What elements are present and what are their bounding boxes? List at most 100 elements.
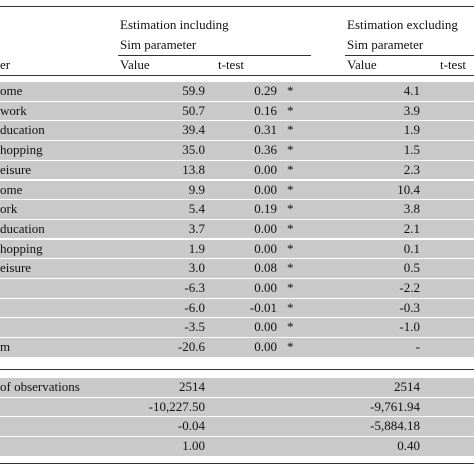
cell-ttest: 0.36: [254, 142, 277, 158]
cell-value: 4.1: [403, 83, 420, 98]
row-label: eisure: [0, 260, 32, 276]
row-background: [0, 239, 474, 259]
cell-star: *: [287, 102, 294, 118]
cell-value: 1.9: [188, 240, 205, 256]
row-background: [0, 121, 474, 140]
row-background: [0, 200, 474, 219]
rule: [0, 369, 474, 370]
cell-star: *: [287, 142, 294, 158]
cell-value: -20.6: [177, 339, 205, 355]
cell-star: *: [287, 339, 294, 355]
cell-star: *: [287, 280, 294, 295]
cell-value: 2514: [179, 379, 205, 394]
row-background: [0, 378, 474, 397]
cell-star: *: [287, 220, 294, 236]
row-label: ome: [0, 181, 23, 197]
cell-star: *: [287, 161, 294, 177]
row-background: [0, 82, 474, 101]
cell-value: 39.4: [182, 122, 205, 138]
cell-value: -: [415, 339, 420, 355]
row-label: eisure: [0, 161, 32, 177]
column-header: Value: [347, 57, 377, 72]
row-label: work: [0, 102, 27, 118]
row-label: ork: [0, 201, 18, 217]
column-header: t-test: [440, 57, 466, 72]
cell-value: -9,761.94: [370, 398, 420, 414]
cell-ttest: 0.31: [254, 122, 277, 138]
cell-ttest: 0.29: [254, 83, 277, 98]
row-background: [0, 397, 474, 417]
row-label: ome: [0, 83, 23, 98]
cell-ttest: 0.00: [254, 240, 277, 256]
cell-star: *: [287, 201, 294, 217]
row-background: [0, 141, 474, 160]
rule: [345, 55, 474, 56]
cell-value: 0.40: [397, 438, 420, 454]
rule: [0, 463, 474, 464]
column-header: er: [0, 57, 11, 72]
cell-value: -5,884.18: [370, 418, 420, 434]
row-label: ducation: [0, 122, 45, 138]
cell-value: -6.3: [184, 280, 205, 295]
cell-ttest: 0.00: [254, 220, 277, 236]
cell-ttest: 0.00: [254, 280, 277, 295]
group-subheader: Sim parameter: [120, 37, 197, 52]
cell-value: 3.7: [188, 220, 205, 236]
rule: [0, 6, 474, 7]
row-label: of observations: [0, 379, 80, 394]
cell-star: *: [287, 83, 294, 98]
group-subheader: Sim parameter: [347, 37, 424, 52]
cell-star: *: [287, 299, 294, 315]
cell-ttest: 0.16: [254, 102, 277, 118]
row-label: hopping: [0, 142, 43, 158]
cell-value: 5.4: [188, 201, 205, 217]
cell-value: 59.9: [182, 83, 205, 98]
cell-value: 1.5: [403, 142, 420, 158]
group-header: Estimation excluding: [347, 17, 458, 32]
cell-value: -10,227.50: [148, 398, 205, 414]
row-label: m: [0, 339, 11, 355]
cell-value: 1.00: [182, 438, 205, 454]
cell-value: 50.7: [182, 102, 205, 118]
row-label: ducation: [0, 220, 45, 236]
column-header: Value: [120, 57, 150, 72]
cell-value: -0.3: [399, 299, 420, 315]
row-background: [0, 219, 474, 239]
column-header: t-test: [218, 57, 244, 72]
cell-value: -6.0: [184, 299, 205, 315]
cell-value: 2.1: [403, 220, 420, 236]
cell-star: *: [287, 122, 294, 138]
row-background: [0, 160, 474, 180]
cell-value: 13.8: [182, 161, 205, 177]
group-header: Estimation including: [120, 17, 229, 32]
cell-star: *: [287, 240, 294, 256]
row-background: [0, 417, 474, 436]
cell-value: -1.0: [399, 319, 420, 335]
cell-value: 2514: [394, 379, 420, 394]
rule: [0, 75, 474, 76]
cell-star: *: [287, 260, 294, 276]
cell-ttest: 0.08: [254, 260, 277, 276]
cell-value: 10.4: [397, 181, 420, 197]
cell-ttest: -0.01: [249, 299, 277, 315]
row-background: [0, 298, 474, 318]
cell-value: -3.5: [184, 319, 205, 335]
cell-value: 9.9: [188, 181, 205, 197]
cell-value: 35.0: [182, 142, 205, 158]
row-background: [0, 338, 474, 357]
cell-value: -2.2: [399, 280, 420, 295]
cell-ttest: 0.00: [254, 181, 277, 197]
cell-ttest: 0.00: [254, 339, 277, 355]
cell-value: 3.9: [403, 102, 420, 118]
cell-ttest: 0.00: [254, 319, 277, 335]
row-background: [0, 101, 474, 121]
rule: [118, 55, 311, 56]
cell-ttest: 0.00: [254, 161, 277, 177]
row-background: [0, 180, 474, 199]
cell-star: *: [287, 319, 294, 335]
row-background: [0, 279, 474, 298]
cell-value: 1.9: [403, 122, 420, 138]
cell-value: 3.8: [403, 201, 420, 217]
row-background: [0, 437, 474, 456]
row-label: hopping: [0, 240, 43, 256]
